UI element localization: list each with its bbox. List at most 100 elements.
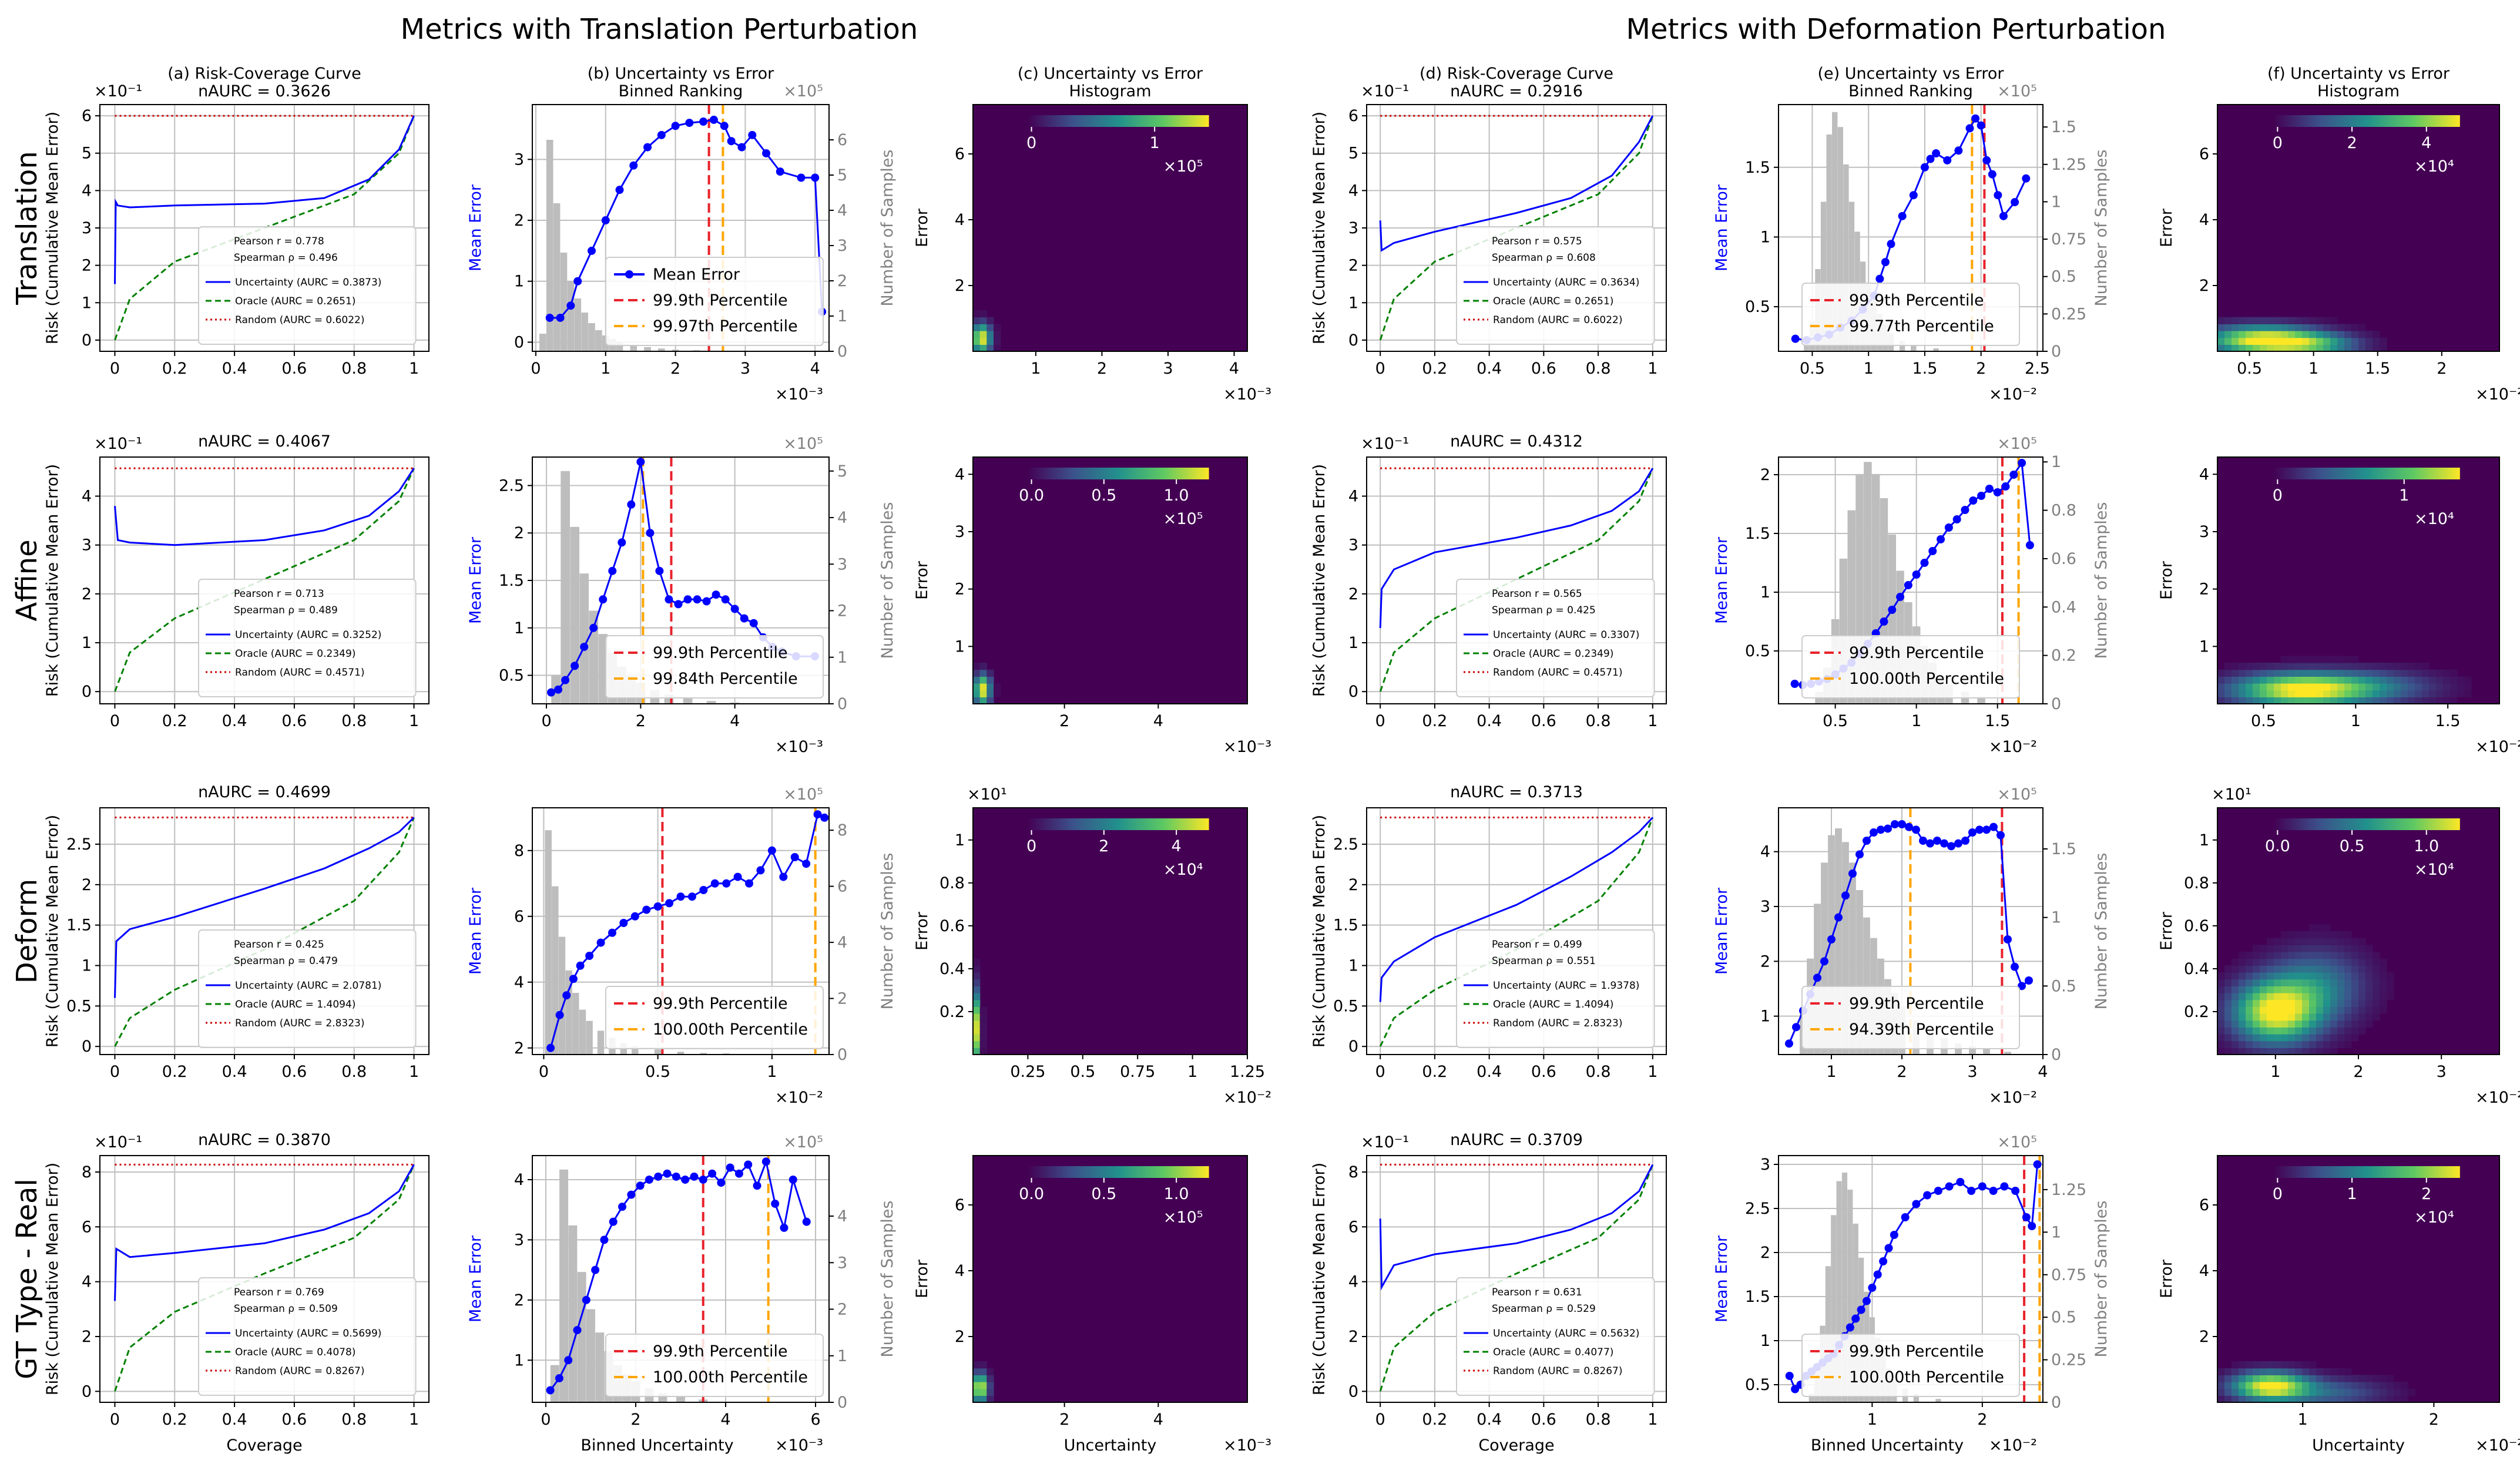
legend-p999: 99.9th Percentile <box>653 644 788 662</box>
heatmap-cell <box>973 1395 981 1403</box>
oracle-line <box>1379 468 1654 692</box>
mean-error-point <box>601 216 610 225</box>
axes-frame <box>1778 807 2043 1055</box>
y-axis-label: Risk (Cumulative Mean Error) <box>43 815 62 1047</box>
heatmap-cell <box>2274 331 2281 338</box>
heatmap-cell <box>2224 1006 2232 1014</box>
heatmap-cell <box>2344 958 2352 966</box>
heatmap-cell <box>2281 337 2289 345</box>
x-tick-label: 1 <box>409 712 419 730</box>
mean-error-point <box>767 846 776 855</box>
y-tick-label: 8 <box>514 842 524 860</box>
legend-oracle: Oracle (AURC = 0.4077) <box>1493 1347 1613 1358</box>
heatmap-cell <box>2309 669 2317 677</box>
y-tick-label: 4 <box>2199 465 2209 484</box>
heatmap-cell <box>979 1027 987 1035</box>
heatmap-cell <box>2309 965 2317 973</box>
heatmap-cell <box>2260 690 2267 697</box>
y-tick-label: 1.5 <box>1333 916 1358 935</box>
mean-error-point <box>672 1172 680 1181</box>
y-tick-label: 0.4 <box>939 960 965 978</box>
heatmap-cell <box>2316 1013 2324 1021</box>
heatmap-cell <box>2239 676 2246 684</box>
heatmap-cell <box>2260 952 2267 959</box>
mean-error-point <box>2033 1160 2042 1169</box>
heatmap-cell <box>2253 1388 2260 1396</box>
x-tick-label: 1 <box>409 1411 419 1429</box>
heatmap-cell <box>2365 1388 2373 1396</box>
mean-error-point <box>615 186 624 194</box>
heatmap-cell <box>2309 1368 2317 1375</box>
heatmap-cell <box>2337 1034 2345 1042</box>
y-tick-label: 1 <box>1348 957 1358 975</box>
y-tick-label: 0.2 <box>939 1003 965 1021</box>
mean-error-point <box>1971 114 1980 123</box>
heatmap-cell <box>2281 938 2289 945</box>
y2-exponent: ×10⁵ <box>1997 435 2037 453</box>
binned-ranking-panel: 0.5 1 1.5 2 2.50.511.5(e) Uncertainty vs Err… <box>1713 65 2110 404</box>
heatmap-cell <box>979 1361 987 1369</box>
heatmap-cell <box>2274 965 2281 973</box>
heatmap-cell <box>2253 993 2260 1000</box>
heatmap-cell <box>2309 1361 2317 1369</box>
heatmap-cell <box>2288 1382 2296 1389</box>
heatmap-cell <box>2267 938 2274 945</box>
legend-p999: 99.9th Percentile <box>1849 291 1984 310</box>
heatmap-cell <box>2253 1375 2260 1382</box>
heatmap-cell <box>2232 1047 2239 1055</box>
heatmap-cell <box>2380 676 2387 684</box>
y-axis-label: Mean Error <box>467 1235 485 1322</box>
heatmap-background <box>973 457 1247 704</box>
histogram-bar <box>677 1052 684 1055</box>
y2-tick-label: 1.5 <box>2051 118 2076 136</box>
mean-error-point <box>1945 1182 1954 1191</box>
heatmap-cell <box>2246 958 2253 966</box>
heatmap-cell <box>2267 952 2274 959</box>
y2-tick-label: 1 <box>2051 193 2061 211</box>
heatmap-cell <box>2274 938 2281 945</box>
heatmap-cell <box>2344 1040 2352 1048</box>
heatmap-cell <box>2302 669 2310 677</box>
mean-error-point <box>1982 156 1991 164</box>
colorbar-tick-label: 4 <box>1172 837 1182 855</box>
heatmap-cell <box>2267 683 2274 691</box>
x-tick-label: 4 <box>720 1411 730 1429</box>
heatmap-cell <box>2260 1368 2267 1375</box>
x-tick-label: 0 <box>541 1411 551 1429</box>
heatmap-cell <box>2351 1034 2359 1042</box>
x-tick-label: 0.6 <box>281 1411 307 1429</box>
heatmap-cell <box>2429 676 2437 684</box>
heatmap-cell <box>2309 938 2317 945</box>
heatmap-cell <box>2309 979 2317 986</box>
y-tick-label: 1.5 <box>1745 525 1770 543</box>
heatmap-cell <box>2232 1013 2239 1021</box>
heatmap-cell <box>2232 697 2239 704</box>
x-tick-label: 0.6 <box>1531 360 1556 378</box>
mean-error-point <box>566 301 575 310</box>
heatmap-cell <box>2224 1020 2232 1028</box>
heatmap-cell <box>2274 676 2281 684</box>
histogram-panel: 0.25 0.5 0.75 1 1.250.20.40.60.81 0 2 4×10⁴×10¹… <box>913 785 1271 1107</box>
mean-error-point <box>564 1356 573 1365</box>
heatmap-cell <box>986 1395 994 1403</box>
legend-oracle: Oracle (AURC = 0.2349) <box>235 648 355 660</box>
mean-error-point <box>1977 121 1985 130</box>
heatmap-cell <box>2422 676 2430 684</box>
y-tick-label: 6 <box>1348 1218 1358 1236</box>
x-tick-label: 0.6 <box>281 712 307 730</box>
heatmap-cell <box>2387 979 2394 986</box>
legend-random: Random (AURC = 0.6022) <box>235 314 365 326</box>
histogram-bar <box>1826 134 1832 351</box>
y-tick-label: 1.5 <box>499 572 524 590</box>
legend-box <box>1456 1277 1655 1396</box>
heatmap-cell <box>2344 656 2352 663</box>
mean-error-point <box>1851 1314 1860 1323</box>
heatmap-cell <box>979 1375 987 1382</box>
heatmap-cell <box>2288 965 2296 973</box>
heatmap-cell <box>2323 1047 2331 1055</box>
heatmap-cell <box>2246 952 2253 959</box>
y-tick-label: 4 <box>82 182 92 200</box>
y-tick-label: 6 <box>514 908 524 926</box>
heatmap-cell <box>2253 1034 2260 1042</box>
